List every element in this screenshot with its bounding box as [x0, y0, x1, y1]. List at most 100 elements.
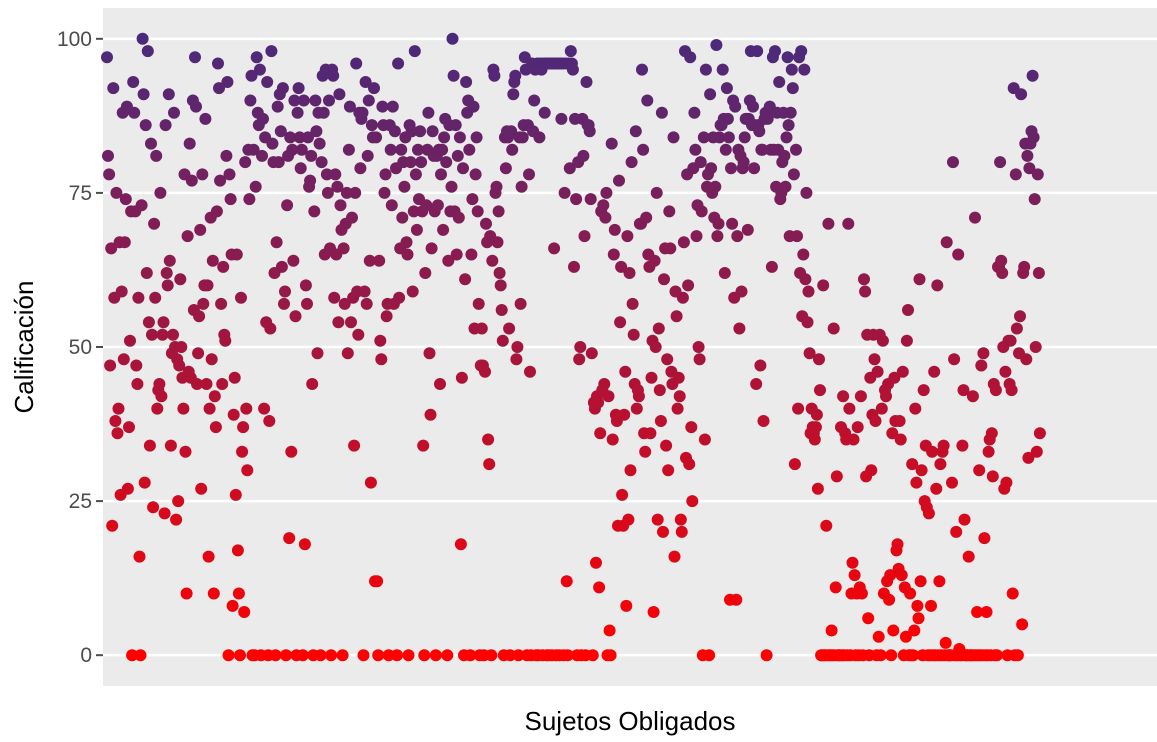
- data-point: [362, 94, 375, 107]
- data-point: [340, 186, 353, 199]
- data-point: [1031, 168, 1044, 181]
- data-point: [672, 371, 685, 384]
- data-point: [931, 279, 944, 292]
- data-point: [560, 575, 573, 588]
- data-point: [308, 205, 321, 218]
- data-point: [1030, 445, 1043, 458]
- data-point: [558, 186, 571, 199]
- data-point: [207, 587, 220, 600]
- data-point: [914, 575, 927, 588]
- data-point: [206, 254, 219, 267]
- data-point: [103, 168, 116, 181]
- data-point: [442, 254, 455, 267]
- data-point: [185, 174, 198, 187]
- data-point: [352, 328, 365, 341]
- data-point: [865, 464, 878, 477]
- data-point: [904, 587, 917, 600]
- data-point: [183, 137, 196, 150]
- data-point: [370, 131, 383, 144]
- data-point: [199, 112, 212, 125]
- data-point: [667, 131, 680, 144]
- data-point: [373, 254, 386, 267]
- data-point: [884, 569, 897, 582]
- data-point: [119, 193, 132, 206]
- data-point: [284, 131, 297, 144]
- data-point: [947, 156, 959, 169]
- data-point: [926, 445, 939, 458]
- data-point: [639, 445, 652, 458]
- data-point: [348, 439, 361, 452]
- data-point: [241, 464, 254, 477]
- data-point: [143, 439, 156, 452]
- data-point: [392, 57, 405, 70]
- data-point: [880, 390, 892, 403]
- data-point: [1005, 384, 1018, 397]
- data-point: [848, 569, 861, 582]
- data-point: [685, 421, 698, 434]
- data-point: [994, 156, 1007, 169]
- data-point: [126, 649, 139, 662]
- data-point: [674, 513, 687, 526]
- data-point: [851, 421, 864, 434]
- data-point: [264, 322, 277, 335]
- data-point: [711, 230, 724, 243]
- data-point: [214, 174, 227, 187]
- data-point: [463, 143, 476, 156]
- data-point: [511, 341, 524, 353]
- data-point: [662, 464, 675, 477]
- data-point: [263, 415, 276, 427]
- data-point: [640, 211, 653, 224]
- data-point: [291, 106, 304, 119]
- data-point: [996, 267, 1009, 279]
- data-point: [328, 291, 341, 304]
- data-point: [230, 248, 243, 261]
- data-point: [160, 267, 173, 279]
- data-point: [374, 334, 387, 347]
- y-tick-label-0: 0: [80, 644, 92, 667]
- data-point: [325, 649, 338, 662]
- data-point: [813, 353, 825, 366]
- data-point: [592, 396, 605, 409]
- data-point: [446, 32, 459, 45]
- data-point: [279, 285, 291, 298]
- data-point: [127, 76, 140, 88]
- y-tick-label-25: 25: [69, 490, 92, 513]
- data-point: [368, 82, 380, 95]
- x-axis-title: Sujetos Obligados: [524, 706, 735, 736]
- data-point: [573, 353, 586, 366]
- data-point: [654, 415, 667, 427]
- data-point: [632, 390, 645, 403]
- data-point: [234, 649, 246, 662]
- data-point: [106, 519, 119, 532]
- data-point: [232, 587, 245, 600]
- data-point: [203, 402, 216, 415]
- data-point: [1000, 476, 1013, 489]
- data-point: [414, 125, 427, 138]
- data-point: [810, 408, 823, 421]
- data-point: [583, 125, 596, 138]
- data-point: [712, 217, 725, 230]
- data-point: [142, 316, 155, 329]
- data-point: [602, 390, 615, 403]
- data-point: [471, 205, 484, 218]
- data-point: [939, 636, 952, 649]
- y-axis: 0 25 50 75 100: [57, 28, 103, 667]
- data-point: [121, 482, 134, 495]
- data-point: [957, 384, 970, 397]
- data-point: [295, 143, 308, 156]
- data-point: [231, 544, 244, 557]
- data-point: [265, 45, 278, 58]
- data-point: [613, 174, 625, 187]
- data-point: [161, 279, 174, 292]
- data-point: [379, 168, 392, 181]
- data-point: [655, 106, 668, 119]
- data-point: [228, 371, 241, 384]
- data-point: [503, 322, 516, 335]
- data-point: [311, 347, 324, 360]
- data-point: [538, 106, 551, 119]
- data-point: [409, 168, 422, 181]
- data-point: [281, 199, 294, 212]
- data-point: [431, 199, 444, 212]
- data-point: [720, 82, 733, 95]
- data-point: [887, 624, 900, 637]
